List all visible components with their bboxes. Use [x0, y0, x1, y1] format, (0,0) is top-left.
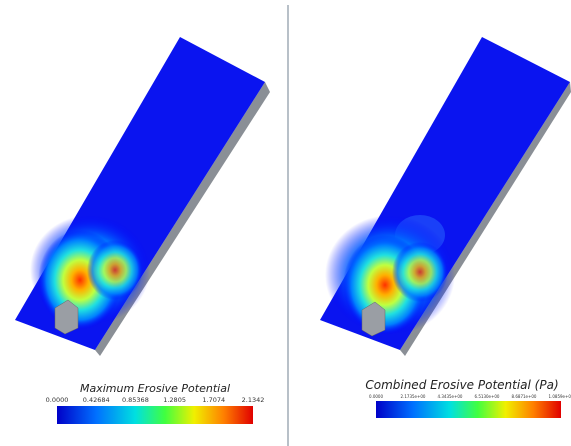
heat-lobe — [87, 240, 143, 300]
colorbar-title: Combined Erosive Potential (Pa) — [365, 378, 558, 392]
colorbar-label: 1.0859e+01 — [549, 394, 571, 399]
right-view — [320, 37, 571, 356]
screen: Maximum Erosive Potential 0.0000 0.42684 0… — [0, 0, 571, 446]
colorbar-label: 1.7074 — [202, 396, 225, 404]
colorbar-label: 0.0000 — [46, 396, 69, 404]
colorbar-label: 2.1735e+00 — [401, 394, 426, 399]
colorbar-label: 6.5130e+00 — [475, 394, 500, 399]
colorbar-gradient — [376, 401, 561, 418]
colorbar-gradient — [57, 406, 253, 424]
colorbar: Maximum Erosive Potential 0.0000 0.42684 0… — [46, 382, 265, 424]
colorbar: Combined Erosive Potential (Pa) 0.0000 2.… — [365, 378, 571, 418]
heat-lobe — [392, 242, 448, 302]
colorbar-label: 0.0000 — [369, 394, 383, 399]
colorbar-label: 4.3435e+00 — [438, 394, 463, 399]
left-view — [15, 37, 270, 356]
colorbar-label: 8.6871e+00 — [512, 394, 537, 399]
colorbar-label: 0.42684 — [83, 396, 110, 404]
colorbar-label: 0.85368 — [122, 396, 149, 404]
colorbar-label: 1.2805 — [163, 396, 186, 404]
colorbar-title: Maximum Erosive Potential — [80, 382, 230, 395]
colorbar-label: 2.1342 — [242, 396, 265, 404]
